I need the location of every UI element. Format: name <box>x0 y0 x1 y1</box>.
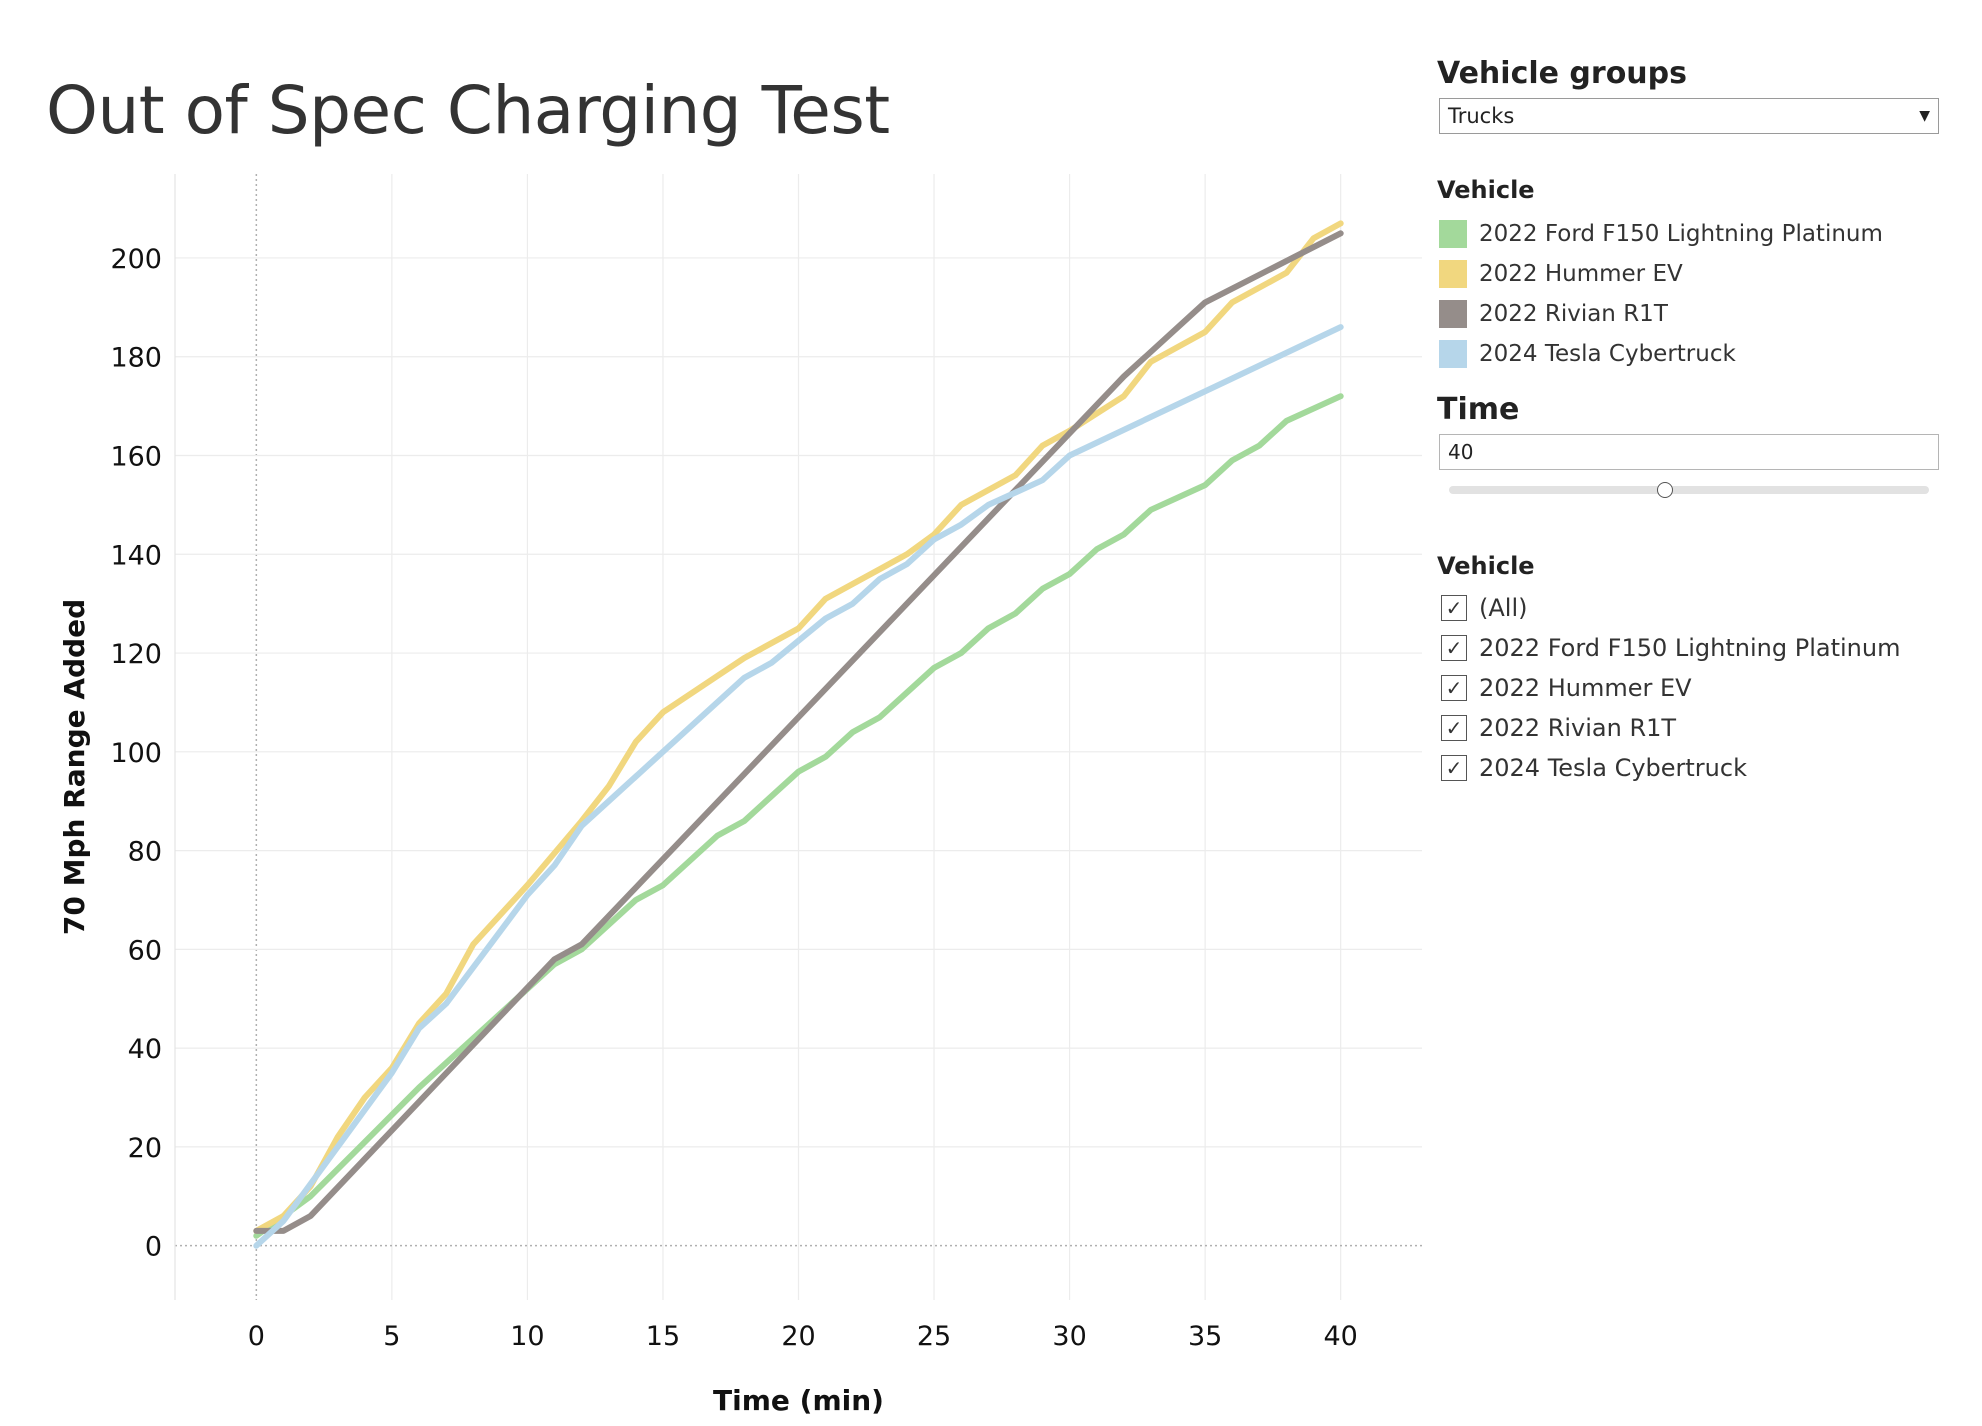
vehicle-groups-value: Trucks <box>1448 104 1515 128</box>
y-tick-label: 120 <box>110 639 162 670</box>
vehicle-filter-option[interactable]: ✓ (All) <box>1441 588 1900 628</box>
vehicle-filter-label: 2024 Tesla Cybertruck <box>1479 754 1747 782</box>
time-slider-track[interactable] <box>1449 486 1929 494</box>
x-tick-label: 0 <box>248 1321 265 1352</box>
vehicle-filter-option[interactable]: ✓ 2022 Hummer EV <box>1441 668 1900 708</box>
legend-item[interactable]: 2022 Ford F150 Lightning Platinum <box>1439 214 1883 254</box>
vehicle-filter-label: (All) <box>1479 594 1528 622</box>
legend-label: 2022 Ford F150 Lightning Platinum <box>1479 221 1883 247</box>
vehicle-filter-option[interactable]: ✓ 2022 Ford F150 Lightning Platinum <box>1441 628 1900 668</box>
legend-item[interactable]: 2022 Hummer EV <box>1439 254 1883 294</box>
legend-label: 2022 Rivian R1T <box>1479 301 1668 327</box>
chart-ticks: 0 5 10 15 20 25 30 35 40 0 20 40 60 80 100 120 140 160 180… <box>110 244 1357 1352</box>
legend-swatch <box>1439 300 1467 328</box>
y-tick-label: 140 <box>110 540 162 571</box>
y-tick-label: 100 <box>110 738 162 769</box>
y-axis-title: 70 Mph Range Added <box>58 599 91 935</box>
x-tick-label: 10 <box>510 1321 544 1352</box>
legend-swatch <box>1439 340 1467 368</box>
legend-label: 2022 Hummer EV <box>1479 261 1683 287</box>
y-tick-label: 20 <box>128 1133 162 1164</box>
y-tick-label: 180 <box>110 343 162 374</box>
x-tick-label: 15 <box>646 1321 680 1352</box>
vehicle-filter-label: 2022 Rivian R1T <box>1479 714 1677 742</box>
line-chart: 0 5 10 15 20 25 30 35 40 0 20 40 60 80 100 120 140 160 180… <box>58 174 1422 1417</box>
legend-label: 2024 Tesla Cybertruck <box>1479 341 1736 367</box>
y-tick-label: 200 <box>110 244 162 275</box>
x-tick-label: 5 <box>383 1321 400 1352</box>
checkbox[interactable]: ✓ <box>1441 715 1467 741</box>
legend-heading: Vehicle <box>1437 176 1535 204</box>
vehicle-filter-label: 2022 Hummer EV <box>1479 674 1692 702</box>
checkbox[interactable]: ✓ <box>1441 675 1467 701</box>
checkmark-icon: ✓ <box>1445 716 1463 740</box>
vehicle-groups-dropdown[interactable]: Trucks ▼ <box>1439 98 1939 134</box>
time-slider-handle[interactable] <box>1657 482 1673 498</box>
time-value: 40 <box>1448 440 1474 464</box>
x-tick-label: 20 <box>781 1321 815 1352</box>
checkmark-icon: ✓ <box>1445 636 1463 660</box>
x-tick-label: 25 <box>917 1321 951 1352</box>
legend-item[interactable]: 2022 Rivian R1T <box>1439 294 1883 334</box>
checkbox[interactable]: ✓ <box>1441 755 1467 781</box>
legend: 2022 Ford F150 Lightning Platinum 2022 Hu… <box>1439 214 1883 374</box>
series-line-2022-hummer-ev <box>253 220 1344 1234</box>
vehicle-filter-list: ✓ (All) ✓ 2022 Ford F150 Lightning Platinum… <box>1441 588 1900 788</box>
checkmark-icon: ✓ <box>1445 596 1463 620</box>
dropdown-arrow-icon: ▼ <box>1919 108 1930 124</box>
checkbox[interactable]: ✓ <box>1441 595 1467 621</box>
checkbox[interactable]: ✓ <box>1441 635 1467 661</box>
time-input[interactable]: 40 <box>1439 434 1939 470</box>
chart-grid <box>174 174 1422 1300</box>
series-line-2024-tesla-cybertruck <box>253 324 1344 1249</box>
y-tick-label: 60 <box>128 935 162 966</box>
vehicle-filter-label: 2022 Ford F150 Lightning Platinum <box>1479 634 1901 662</box>
legend-swatch <box>1439 260 1467 288</box>
checkmark-icon: ✓ <box>1445 756 1463 780</box>
legend-item[interactable]: 2024 Tesla Cybertruck <box>1439 334 1883 374</box>
y-tick-label: 40 <box>128 1034 162 1065</box>
series-line-2022-rivian-r1t <box>253 230 1344 1234</box>
y-tick-label: 80 <box>128 837 162 868</box>
legend-swatch <box>1439 220 1467 248</box>
x-tick-label: 35 <box>1188 1321 1222 1352</box>
checkmark-icon: ✓ <box>1445 676 1463 700</box>
vehicle-filter-heading: Vehicle <box>1437 552 1535 580</box>
x-tick-label: 30 <box>1052 1321 1086 1352</box>
vehicle-filter-option[interactable]: ✓ 2022 Rivian R1T <box>1441 708 1900 748</box>
y-tick-label: 160 <box>110 442 162 473</box>
x-tick-label: 40 <box>1323 1321 1357 1352</box>
vehicle-groups-heading: Vehicle groups <box>1437 56 1687 91</box>
x-axis-title: Time (min) <box>713 1384 884 1417</box>
vehicle-filter-option[interactable]: ✓ 2024 Tesla Cybertruck <box>1441 748 1900 788</box>
chart-lines <box>253 220 1344 1249</box>
page-title: Out of Spec Charging Test <box>46 72 890 149</box>
time-heading: Time <box>1437 392 1520 427</box>
y-tick-label: 0 <box>145 1232 162 1263</box>
